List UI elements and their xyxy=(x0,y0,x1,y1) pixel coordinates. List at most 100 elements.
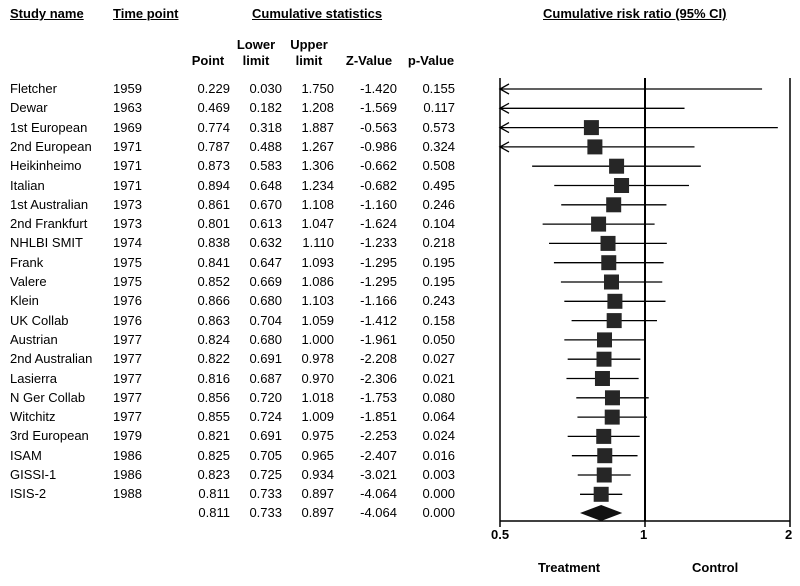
point-estimate: 0.825 xyxy=(197,447,230,463)
z-value: -2.253 xyxy=(360,428,397,444)
lower-limit: 0.733 xyxy=(249,486,282,502)
point-marker-9 xyxy=(601,255,617,271)
z-value: -1.166 xyxy=(360,293,397,309)
study-year: 1986 xyxy=(113,467,142,482)
study-year: 1959 xyxy=(113,81,142,96)
p-value: 0.195 xyxy=(422,254,455,270)
point-marker-5 xyxy=(614,178,630,193)
upper-limit: 1.018 xyxy=(301,389,334,405)
lower-limit: 0.680 xyxy=(249,293,282,309)
point-estimate: 0.894 xyxy=(197,177,230,193)
p-value: 0.155 xyxy=(422,81,455,96)
p-value: 0.243 xyxy=(422,293,455,309)
lower-limit: 0.030 xyxy=(249,81,282,96)
study-name: Dewar xyxy=(10,100,48,116)
p-value: 0.573 xyxy=(422,119,455,135)
upper-limit: 0.965 xyxy=(301,447,334,463)
ci-arrow-0 xyxy=(498,83,510,95)
lower-limit: 0.691 xyxy=(249,428,282,444)
upper-limit: 1.110 xyxy=(302,235,334,251)
study-name: Italian xyxy=(10,177,45,193)
cumulative-risk-ratio-header: Cumulative risk ratio (95% CI) xyxy=(543,6,727,21)
lower-limit: 0.725 xyxy=(249,467,282,482)
lower-limit: 0.613 xyxy=(249,216,282,232)
lower-limit: 0.687 xyxy=(249,370,282,386)
point-marker-20 xyxy=(596,467,612,483)
study-name-header: Study name xyxy=(10,6,84,21)
point-estimate: 0.838 xyxy=(197,235,230,251)
study-year: 1969 xyxy=(113,119,142,135)
p-value: 0.324 xyxy=(422,138,455,154)
point-estimate: 0.774 xyxy=(197,119,230,135)
study-name: 2nd Frankfurt xyxy=(10,216,88,232)
upper-limit: 1.887 xyxy=(301,119,334,135)
study-name: Fletcher xyxy=(10,81,57,96)
lower-limit: 0.182 xyxy=(249,100,282,116)
summary-z: -4.064 xyxy=(360,505,397,520)
p-value: 0.195 xyxy=(422,274,455,289)
study-name: 1st European xyxy=(10,119,88,135)
point-estimate: 0.841 xyxy=(197,254,230,270)
lower-limit: 0.583 xyxy=(249,158,282,174)
p-value: 0.117 xyxy=(423,100,455,116)
study-name: Klein xyxy=(10,293,39,309)
study-name: Austrian xyxy=(10,331,58,347)
study-name: Frank xyxy=(10,254,44,270)
z-value: -0.563 xyxy=(360,119,397,135)
summary-point: 0.811 xyxy=(198,505,230,520)
z-value: -0.986 xyxy=(360,138,397,154)
point-marker-11 xyxy=(607,293,623,309)
point-marker-2 xyxy=(583,120,599,136)
p-value: 0.158 xyxy=(422,312,455,328)
upper-limit: 0.934 xyxy=(301,467,334,482)
study-year: 1977 xyxy=(113,409,142,425)
z-value-header: Z-Value xyxy=(345,53,393,68)
point-marker-16 xyxy=(604,390,620,406)
upper-limit: 1.047 xyxy=(301,216,334,232)
point-marker-14 xyxy=(596,351,612,367)
lower-limit: 0.318 xyxy=(249,119,282,135)
point-marker-3 xyxy=(587,139,603,155)
point-estimate: 0.801 xyxy=(197,216,230,232)
lower-limit: 0.705 xyxy=(249,447,282,463)
upper-limit: 1.306 xyxy=(301,158,334,174)
lower-limit: 0.648 xyxy=(249,177,282,193)
lower-limit: 0.704 xyxy=(249,312,282,328)
upper-limit: 0.978 xyxy=(301,351,334,367)
point-estimate: 0.822 xyxy=(197,351,230,367)
p-value: 0.027 xyxy=(422,351,455,367)
point-marker-6 xyxy=(606,197,622,213)
upper-limit: 1.086 xyxy=(301,274,334,289)
lower-limit: 0.632 xyxy=(249,235,282,251)
point-marker-13 xyxy=(597,332,613,348)
z-value: -1.233 xyxy=(360,235,397,251)
point-estimate: 0.856 xyxy=(197,389,230,405)
p-value: 0.218 xyxy=(422,235,455,251)
study-year: 1974 xyxy=(113,235,142,251)
point-estimate: 0.787 xyxy=(197,138,230,154)
z-value: -1.412 xyxy=(360,312,397,328)
z-value: -1.569 xyxy=(360,100,397,116)
upper-limit: 0.970 xyxy=(301,370,334,386)
point-estimate: 0.821 xyxy=(197,428,230,444)
z-value: -1.295 xyxy=(360,274,397,289)
lower-limit-header-line1: Lower xyxy=(236,37,276,52)
z-value: -1.160 xyxy=(360,196,397,212)
point-marker-19 xyxy=(597,448,613,464)
point-estimate: 0.863 xyxy=(197,312,230,328)
point-estimate: 0.824 xyxy=(197,331,230,347)
summary-upper: 0.897 xyxy=(301,505,334,520)
p-value: 0.050 xyxy=(422,331,455,347)
p-value-header: p-Value xyxy=(407,53,455,68)
summary-p: 0.000 xyxy=(422,505,455,520)
upper-limit: 1.093 xyxy=(301,254,334,270)
study-year: 1977 xyxy=(113,351,142,367)
summary-lower: 0.733 xyxy=(249,505,282,520)
tick-label-0-5: 0.5 xyxy=(491,527,510,542)
point-estimate: 0.855 xyxy=(197,409,230,425)
study-year: 1976 xyxy=(113,293,142,309)
tick-label-1: 1 xyxy=(640,527,648,542)
study-year: 1975 xyxy=(113,274,142,289)
lower-limit: 0.691 xyxy=(249,351,282,367)
